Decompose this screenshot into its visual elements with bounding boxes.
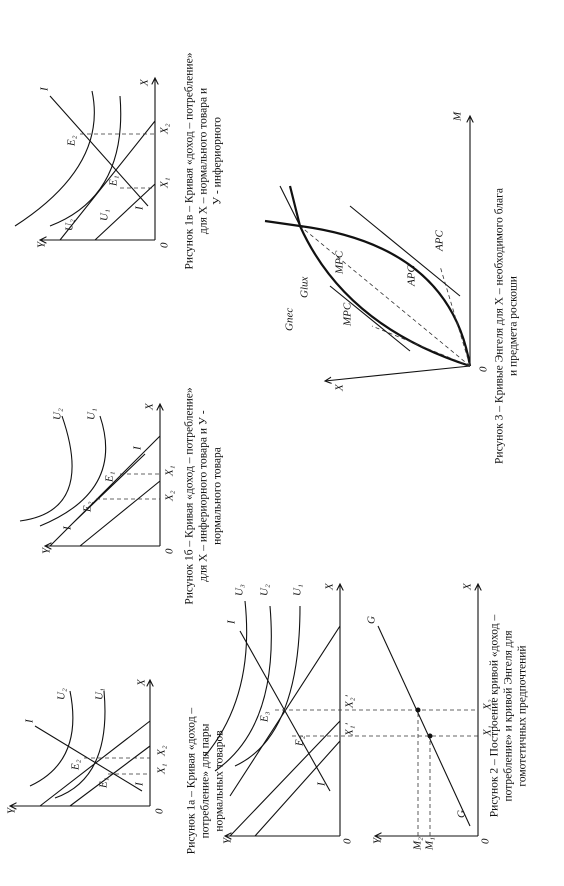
axis-label: Gnec bbox=[284, 308, 296, 331]
axis-label: E₂ bbox=[66, 135, 78, 147]
axis-label: U₁ bbox=[292, 584, 304, 596]
axis-label: APC bbox=[406, 265, 418, 287]
axis-label: APC bbox=[434, 230, 446, 252]
axis-label: X bbox=[462, 582, 474, 591]
axis-label: G bbox=[456, 810, 468, 818]
axis-label: X₂ bbox=[159, 123, 171, 135]
axis-label: U₂ bbox=[259, 584, 271, 596]
axis-label: M bbox=[452, 111, 464, 122]
axis-label: Y bbox=[372, 836, 384, 844]
figure-3 bbox=[264, 116, 470, 381]
caption-line: Рисунок 1а – Кривая «доход – bbox=[186, 708, 198, 855]
axis-label: X₂ bbox=[164, 490, 176, 502]
axis-label: Y bbox=[6, 806, 18, 814]
axis-label: X₁ bbox=[164, 465, 176, 477]
axis-label: X₁ bbox=[159, 177, 171, 189]
caption-line: Рисунок 1б – Кривая «доход – потребление… bbox=[184, 387, 196, 605]
axis-label: MPC bbox=[342, 302, 354, 327]
axis-label: I bbox=[134, 205, 146, 211]
axis-label: 0 bbox=[480, 838, 492, 844]
axis-label: U₂ bbox=[64, 219, 76, 231]
caption-line: У - инфериорного bbox=[212, 117, 224, 205]
axis-label: X₁ bbox=[482, 725, 494, 737]
axis-label: U₁ bbox=[94, 688, 106, 700]
axis-label: 0 bbox=[478, 366, 490, 372]
axis-label: X bbox=[139, 78, 151, 87]
caption-line: Рисунок 3 – Кривые Энгеля для X – необхо… bbox=[494, 188, 506, 464]
axis-label: X₂′ bbox=[344, 694, 356, 709]
caption-line: и предмета роскоши bbox=[508, 276, 520, 376]
axis-label: E₂ bbox=[82, 501, 94, 513]
axis-label: Y bbox=[222, 836, 234, 844]
point bbox=[415, 707, 421, 713]
caption-line: Рисунок 1в – Кривая «доход – потребление… bbox=[184, 52, 196, 269]
axis-label: U₃ bbox=[234, 584, 246, 596]
axis-label: 0 bbox=[164, 548, 176, 554]
axis-label: U₁ bbox=[99, 209, 111, 221]
caption-line: для X – инфериорного товара и У - bbox=[198, 410, 210, 582]
axis-label: Glux bbox=[299, 277, 311, 299]
axis-label: 0 bbox=[342, 838, 354, 844]
axis-label: X₂ bbox=[482, 699, 494, 711]
axis-label: E₁ bbox=[104, 471, 116, 483]
axis-label: I bbox=[24, 718, 36, 724]
axis-label: G bbox=[366, 616, 378, 624]
axis-label: X bbox=[144, 402, 156, 411]
axis-label: I bbox=[62, 525, 74, 531]
axis-label: U₂ bbox=[56, 688, 68, 700]
axis-label: X₁ bbox=[156, 763, 168, 775]
axis-label: U₂ bbox=[52, 408, 64, 420]
figure-1c bbox=[14, 78, 155, 240]
caption-line: потребление» и кривой Энгеля для bbox=[503, 630, 515, 802]
axis-label: I bbox=[134, 781, 146, 787]
axis-label: E₂ bbox=[294, 735, 306, 747]
axis-label: X bbox=[324, 582, 336, 591]
axis-label: U₁ bbox=[86, 408, 98, 420]
axis-label: I bbox=[226, 619, 238, 625]
axis-label: M₁ bbox=[424, 837, 436, 851]
figure-2 bbox=[204, 584, 478, 836]
axis-label: I bbox=[132, 445, 144, 451]
figure-1b bbox=[19, 404, 160, 546]
caption-line: Рисунок 2 – Построение кривой «доход – bbox=[489, 615, 501, 818]
axis-label: X₁′ bbox=[344, 722, 356, 737]
axis-label: MPC bbox=[334, 250, 346, 275]
axis-label: M₂ bbox=[412, 837, 424, 851]
axis-label: X bbox=[136, 678, 148, 687]
axis-label: X₂ bbox=[156, 745, 168, 757]
point bbox=[427, 733, 433, 739]
caption-line: нормального товара bbox=[212, 447, 224, 545]
caption-line: нормальных товаров bbox=[214, 730, 226, 832]
axis-label: E₂ bbox=[70, 759, 82, 771]
axis-label: 0 bbox=[159, 242, 171, 248]
axis-label: 0 bbox=[154, 808, 166, 814]
caption-line: потребление» для пары bbox=[200, 723, 212, 838]
axis-label: X bbox=[334, 383, 346, 392]
caption-line: гомотетичных предпочтений bbox=[517, 645, 529, 786]
axis-label: I bbox=[39, 86, 51, 92]
figure-1a bbox=[10, 680, 150, 806]
axis-label: Y bbox=[41, 546, 53, 554]
axis-label: I bbox=[316, 781, 328, 787]
axis-label: Y bbox=[36, 240, 48, 248]
caption-line: для X – нормального товара и bbox=[198, 88, 210, 234]
axis-label: E₁ bbox=[98, 777, 110, 789]
axis-label: E₁ bbox=[108, 175, 120, 187]
axis-label: E₃ bbox=[259, 711, 271, 723]
